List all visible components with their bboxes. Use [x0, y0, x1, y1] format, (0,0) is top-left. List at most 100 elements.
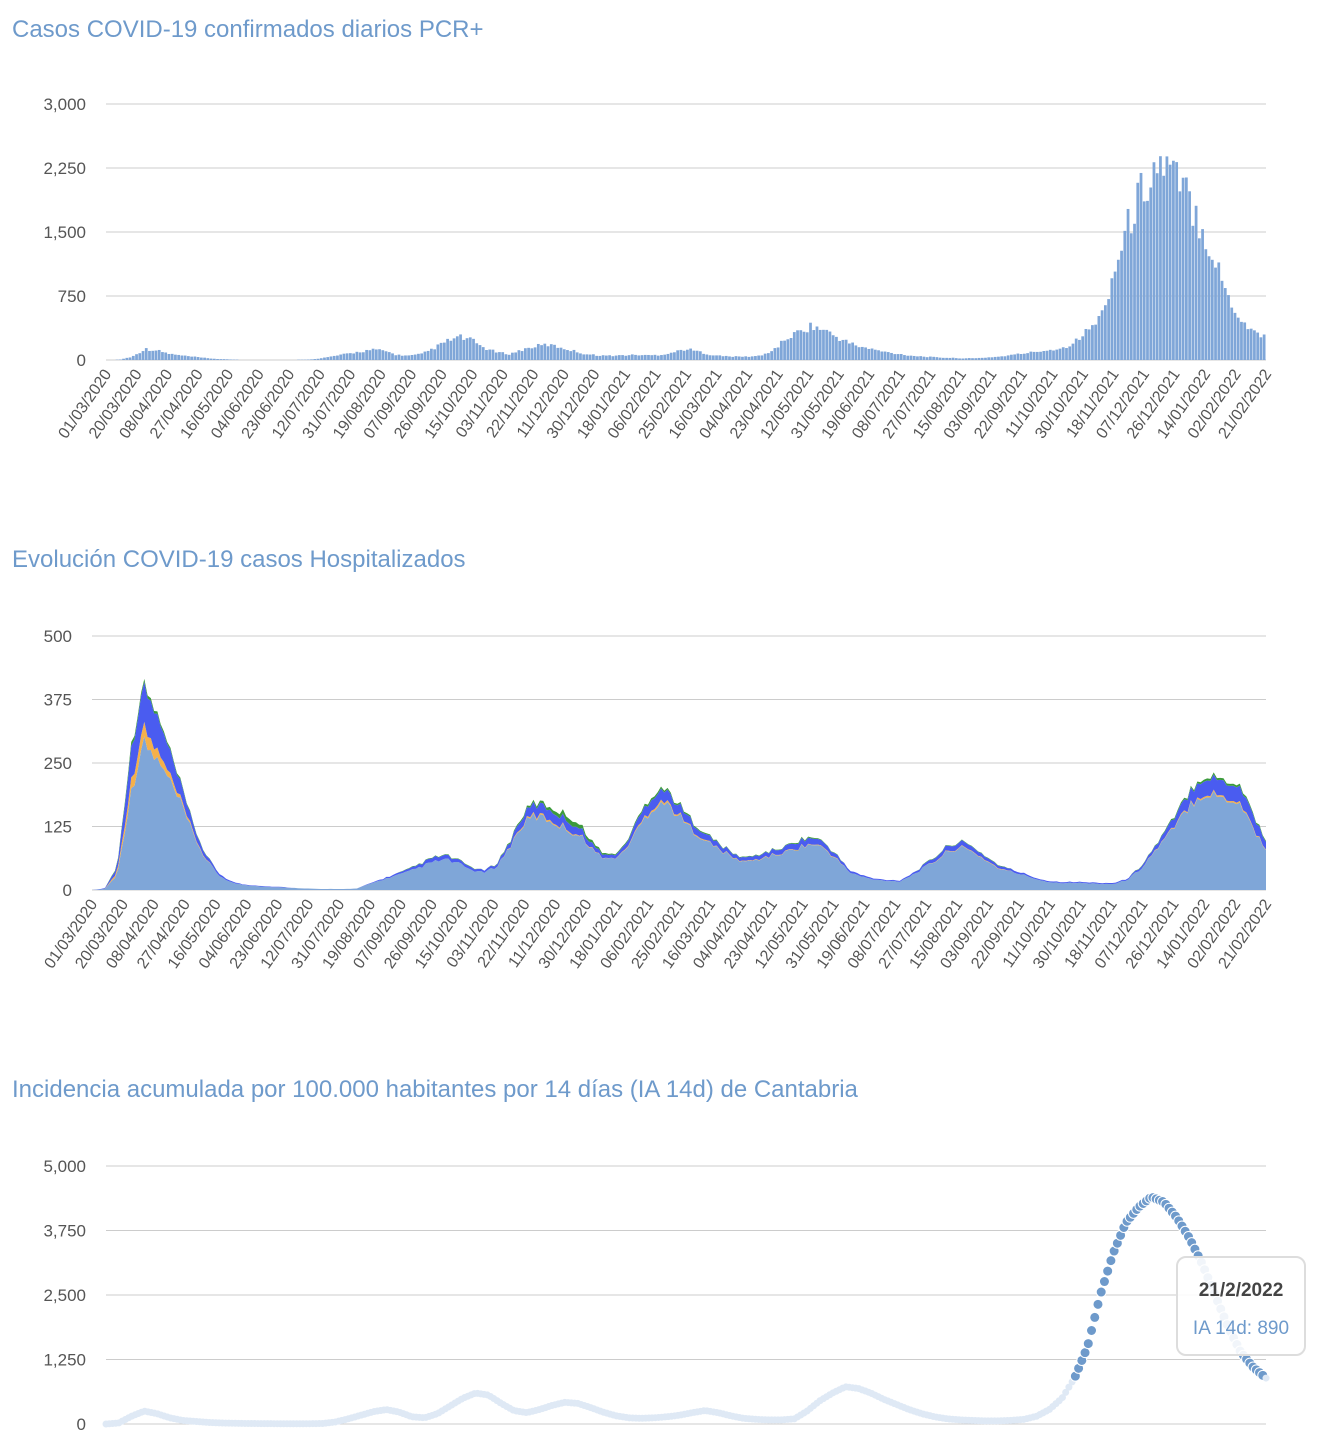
bar — [167, 353, 171, 360]
bar — [212, 358, 216, 360]
bar — [601, 355, 605, 360]
bar — [1246, 329, 1250, 360]
bar — [750, 356, 754, 360]
bar — [514, 352, 518, 360]
bar — [1142, 201, 1146, 360]
bar — [536, 343, 540, 360]
bar — [365, 349, 368, 360]
bar — [397, 354, 401, 360]
ia-point — [1089, 1311, 1101, 1323]
bar — [715, 355, 718, 360]
bar — [1204, 249, 1208, 360]
bar — [893, 354, 897, 360]
bar — [818, 329, 822, 360]
bar — [1126, 208, 1130, 360]
bar — [459, 334, 462, 360]
bar — [883, 351, 887, 360]
bar — [890, 352, 893, 360]
bar — [349, 353, 352, 360]
bar — [653, 354, 657, 360]
bar — [1091, 325, 1094, 360]
y-tick-label: 0 — [63, 881, 72, 900]
chart2-title: Evolución COVID-19 casos Hospitalizados — [12, 546, 466, 573]
ia-point — [1058, 1394, 1066, 1402]
bar — [1227, 295, 1230, 360]
ia-point — [1095, 1286, 1107, 1298]
bar — [407, 355, 411, 360]
bar — [754, 356, 757, 360]
bar — [319, 358, 323, 360]
bar — [433, 349, 437, 360]
bar — [203, 357, 206, 360]
bar — [465, 338, 469, 360]
bar — [1165, 156, 1169, 360]
bar — [1026, 353, 1029, 360]
bar — [783, 340, 786, 360]
bar — [491, 349, 495, 360]
bar — [1133, 223, 1136, 360]
bar — [1074, 338, 1078, 360]
bar — [1003, 356, 1007, 360]
bar — [1152, 162, 1156, 360]
bar — [1207, 256, 1211, 360]
bar — [1210, 259, 1214, 360]
bar — [144, 348, 148, 360]
bar — [630, 354, 634, 360]
bar — [647, 354, 650, 360]
bar — [229, 359, 232, 360]
bar — [546, 346, 550, 360]
bar — [786, 339, 790, 360]
bar — [540, 345, 543, 360]
bar — [455, 336, 459, 360]
bar — [737, 356, 741, 360]
bar — [572, 349, 576, 360]
bar — [873, 349, 877, 360]
bar — [345, 353, 349, 360]
bar — [977, 357, 981, 360]
bar — [822, 329, 825, 360]
bar — [799, 330, 803, 360]
bar — [135, 354, 138, 360]
bar — [426, 350, 430, 360]
bar — [1006, 355, 1010, 360]
bar — [148, 350, 151, 360]
bar — [585, 354, 589, 360]
bar — [980, 357, 984, 360]
bar — [789, 338, 793, 360]
bar — [452, 338, 456, 360]
bar — [614, 355, 618, 360]
bar — [1010, 354, 1013, 360]
bar — [757, 355, 761, 360]
y-tick-label: 500 — [44, 627, 72, 646]
bar — [225, 359, 229, 360]
ia-point — [1098, 1276, 1110, 1288]
bar — [475, 343, 479, 360]
bar — [650, 355, 654, 360]
bar — [556, 347, 560, 360]
bar — [1078, 339, 1081, 360]
ia-point — [1079, 1347, 1091, 1359]
bar — [420, 353, 424, 360]
bar — [1162, 175, 1166, 360]
bar — [511, 352, 514, 360]
bar — [1214, 267, 1217, 360]
y-tick-label: 375 — [44, 691, 72, 710]
bar — [183, 355, 187, 360]
incidence-chart: 5,000 3,750 2,500 1,250 0 — [43, 1157, 1270, 1434]
y-tick-label: 1,500 — [43, 223, 86, 242]
bar — [582, 354, 586, 360]
bar — [404, 355, 407, 360]
bar — [997, 356, 1000, 360]
bar — [886, 352, 890, 360]
bar — [779, 340, 783, 360]
bar — [1233, 312, 1237, 360]
bar — [624, 355, 628, 360]
bar — [371, 348, 375, 360]
bar — [1071, 343, 1075, 360]
bar — [705, 354, 709, 360]
bar — [864, 347, 867, 360]
bar — [899, 354, 903, 360]
bar — [1123, 230, 1127, 360]
ia-point — [1102, 1265, 1114, 1277]
bar — [358, 352, 362, 360]
